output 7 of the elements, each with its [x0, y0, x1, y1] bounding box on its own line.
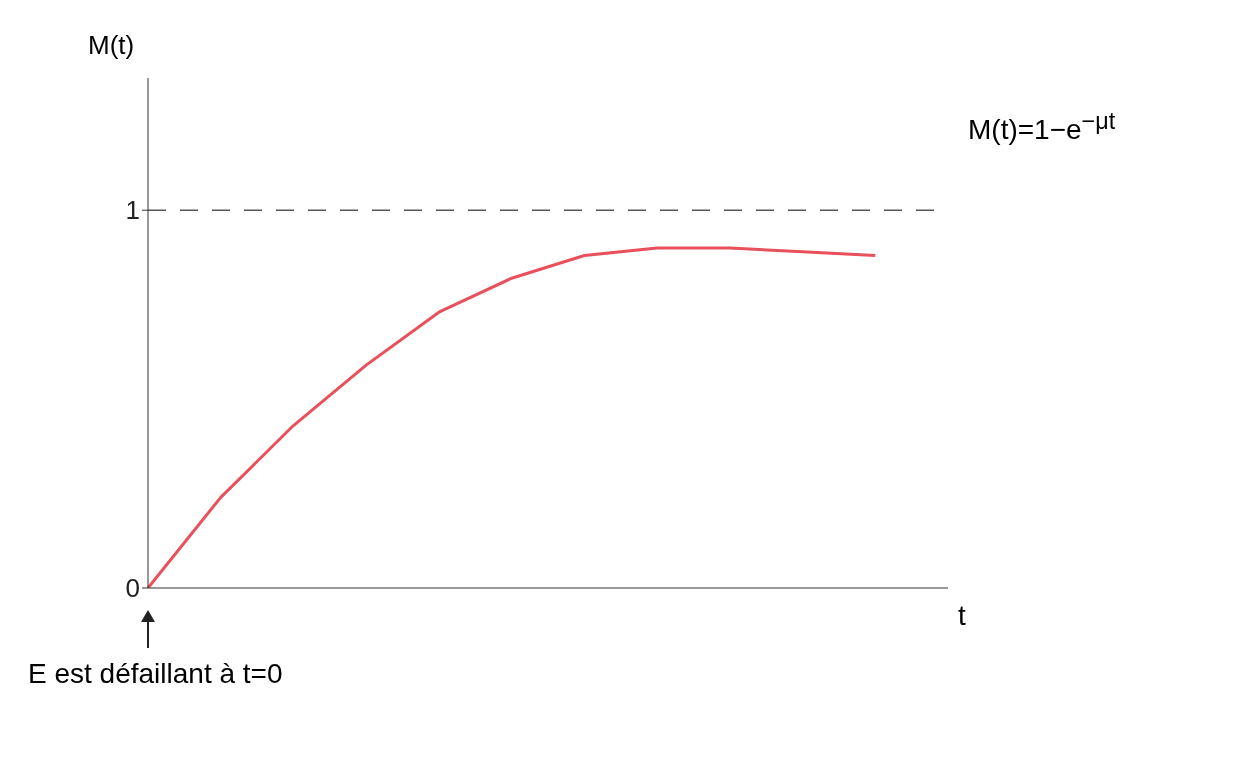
y-tick-label: 1: [125, 195, 140, 226]
text: E est défaillant à t=0: [28, 658, 283, 690]
line-series: [146, 246, 877, 588]
x-axis-title: t: [958, 600, 966, 632]
y-tick-label: 0: [125, 573, 140, 604]
text: M(t)=1−e$^{−μt}$: [968, 108, 1116, 147]
y-axis-title: M(t): [88, 30, 135, 61]
